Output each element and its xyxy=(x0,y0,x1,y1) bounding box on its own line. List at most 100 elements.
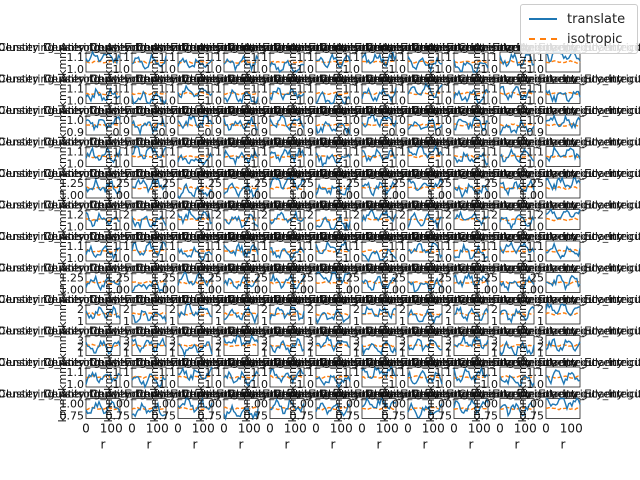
series-line-isotropic xyxy=(315,375,351,379)
subplot-r8-c9: Density_Clustering_Anisotropy_Eccentrici… xyxy=(365,293,640,328)
subplot-r11-c1: Density_Clustering_Anisotropy_Eccentrici… xyxy=(0,388,302,452)
x-tick-label: 0 xyxy=(312,422,320,436)
series-line-isotropic xyxy=(224,249,259,253)
subplot-title: Density_Clustering_Anisotropy_Eccentrici… xyxy=(135,293,440,306)
y-axis-label: kmm xyxy=(56,237,69,265)
subplot-r5-c9: Density_Clustering_Anisotropy_Eccentrici… xyxy=(365,199,640,234)
y-axis-label: kmm xyxy=(516,174,529,202)
subplot-r7-c3: Density_Clustering_Anisotropy_Eccentrici… xyxy=(89,262,394,297)
subplot-r10-c1: Density_Clustering_Anisotropy_Eccentrici… xyxy=(0,356,302,391)
y-tick-label: 2 xyxy=(445,303,452,316)
y-tick-label: 3 xyxy=(353,335,360,348)
y-axis-label: kmm xyxy=(286,143,299,171)
y-tick-label: 1.1 xyxy=(481,366,499,379)
series-line-translate xyxy=(315,52,351,69)
subplot-title: Density_Clustering_Anisotropy_Eccentrici… xyxy=(319,325,624,338)
series-line-translate xyxy=(407,369,443,385)
series-line-translate xyxy=(177,113,213,130)
y-tick-label: 1.0 xyxy=(205,158,223,171)
y-tick-label: 3 xyxy=(123,335,130,348)
y-axis-label: kmm xyxy=(240,395,253,423)
y-tick-label: 1.0 xyxy=(159,95,177,108)
series-line-isotropic xyxy=(269,375,305,379)
series-line-translate xyxy=(453,209,489,227)
y-tick-label: 2 xyxy=(123,303,130,316)
y-tick-label: 1.00 xyxy=(290,284,315,297)
series-line-translate xyxy=(269,246,305,262)
y-tick-label: 1.1 xyxy=(67,366,85,379)
y-tick-label: 3 xyxy=(491,335,498,348)
subplot-r11-c5: Density_Clustering_Anisotropy_Eccentrici… xyxy=(181,388,486,452)
subplot-title: Density_Clustering_Anisotropy_Eccentrici… xyxy=(181,104,486,117)
subplot-title: Density_Clustering_Anisotropy_Eccentrici… xyxy=(411,388,640,401)
y-tick-label: 1.2 xyxy=(297,209,315,222)
y-tick-label: 1.0 xyxy=(113,95,131,108)
subplot-title: Density_Clustering_Anisotropy_Eccentrici… xyxy=(181,388,486,401)
series-line-isotropic xyxy=(223,123,259,128)
subplot-title: Density_Clustering_Anisotropy_Eccentrici… xyxy=(181,199,486,212)
subplot-r8-c4: Density_Clustering_Anisotropy_Eccentrici… xyxy=(135,293,440,328)
subplot-title: Density_Clustering_Anisotropy_Eccentrici… xyxy=(0,230,302,243)
y-tick-label: 1.1 xyxy=(389,51,407,64)
y-tick-label: 0.9 xyxy=(343,126,361,139)
subplot-title: Density_Clustering_Anisotropy_Eccentrici… xyxy=(273,293,578,306)
y-axis-label: kmm xyxy=(516,269,529,297)
y-axis-label: kmm xyxy=(516,80,529,108)
y-tick-label: 1.0 xyxy=(67,252,85,265)
y-tick-label: 0.75 xyxy=(336,410,361,423)
series-line-translate xyxy=(499,117,535,135)
series-line-translate xyxy=(269,398,305,415)
series-line-translate xyxy=(545,274,581,292)
y-tick-label: 1.0 xyxy=(251,95,269,108)
subplot-r4-c0: Density_Clustering_Anisotropy_Eccentrici… xyxy=(0,167,256,202)
y-tick-label: 1.0 xyxy=(527,378,545,391)
subplot-r2-c3: Density_Clustering_Anisotropy_Eccentrici… xyxy=(89,104,394,139)
series-line-translate xyxy=(85,339,121,355)
subplot-title: Density_Clustering_Anisotropy_Eccentrici… xyxy=(181,262,486,275)
y-tick-label: 1.0 xyxy=(481,114,499,127)
subplot-r2-c9: Density_Clustering_Anisotropy_Eccentrici… xyxy=(365,104,640,139)
y-tick-label: 1.0 xyxy=(343,95,361,108)
y-axis-label: kmm xyxy=(378,174,391,202)
y-axis-label: kmm xyxy=(516,300,529,328)
y-tick-label: 1.25 xyxy=(152,272,177,285)
y-tick-label: 2 xyxy=(307,341,314,354)
subplot-title: Density_Clustering_Anisotropy_Eccentrici… xyxy=(43,167,348,180)
series-line-isotropic xyxy=(269,343,305,348)
y-axis-label: kmm xyxy=(286,332,299,360)
subplot-title: Density_Clustering_Anisotropy_Eccentrici… xyxy=(135,136,440,149)
series-line-isotropic xyxy=(361,406,397,411)
subplot-r8-c10: Density_Clustering_Anisotropy_Eccentrici… xyxy=(411,293,640,328)
subplot-title: Density_Clustering_Anisotropy_Eccentrici… xyxy=(411,262,640,275)
y-tick-label: 1.25 xyxy=(428,272,453,285)
x-tick-label: 0 xyxy=(220,422,228,436)
y-axis-label: kmm xyxy=(332,269,345,297)
x-tick-label: 0 xyxy=(358,422,366,436)
y-tick-label: 1.25 xyxy=(152,177,177,190)
x-tick-label: 0 xyxy=(128,422,136,436)
series-line-translate xyxy=(499,274,535,293)
subplot-title: Density_Clustering_Anisotropy_Eccentrici… xyxy=(365,388,640,401)
y-tick-label: 1.00 xyxy=(336,189,361,202)
series-line-isotropic xyxy=(131,154,167,159)
y-tick-label: 1.1 xyxy=(435,146,453,159)
y-tick-label: 1.00 xyxy=(152,398,177,411)
series-line-translate xyxy=(85,86,121,103)
y-tick-label: 1.0 xyxy=(205,221,223,234)
y-tick-label: 0.75 xyxy=(290,410,315,423)
y-axis-label: kmm xyxy=(424,111,437,139)
x-axis-label: r xyxy=(101,438,106,452)
y-tick-label: 1.0 xyxy=(251,378,269,391)
y-tick-label: 1.00 xyxy=(198,398,223,411)
subplot-title: Density_Clustering_Anisotropy_Eccentrici… xyxy=(0,388,302,401)
y-tick-label: 1.1 xyxy=(527,366,545,379)
subplot-r6-c5: Density_Clustering_Anisotropy_Eccentrici… xyxy=(181,230,486,265)
y-tick-label: 1.0 xyxy=(159,252,177,265)
y-tick-label: 2 xyxy=(399,341,406,354)
series-line-translate xyxy=(177,57,213,69)
series-line-translate xyxy=(131,373,167,389)
y-tick-label: 1.0 xyxy=(435,95,453,108)
series-line-isotropic xyxy=(269,280,305,285)
y-tick-label: 1.1 xyxy=(159,240,177,253)
